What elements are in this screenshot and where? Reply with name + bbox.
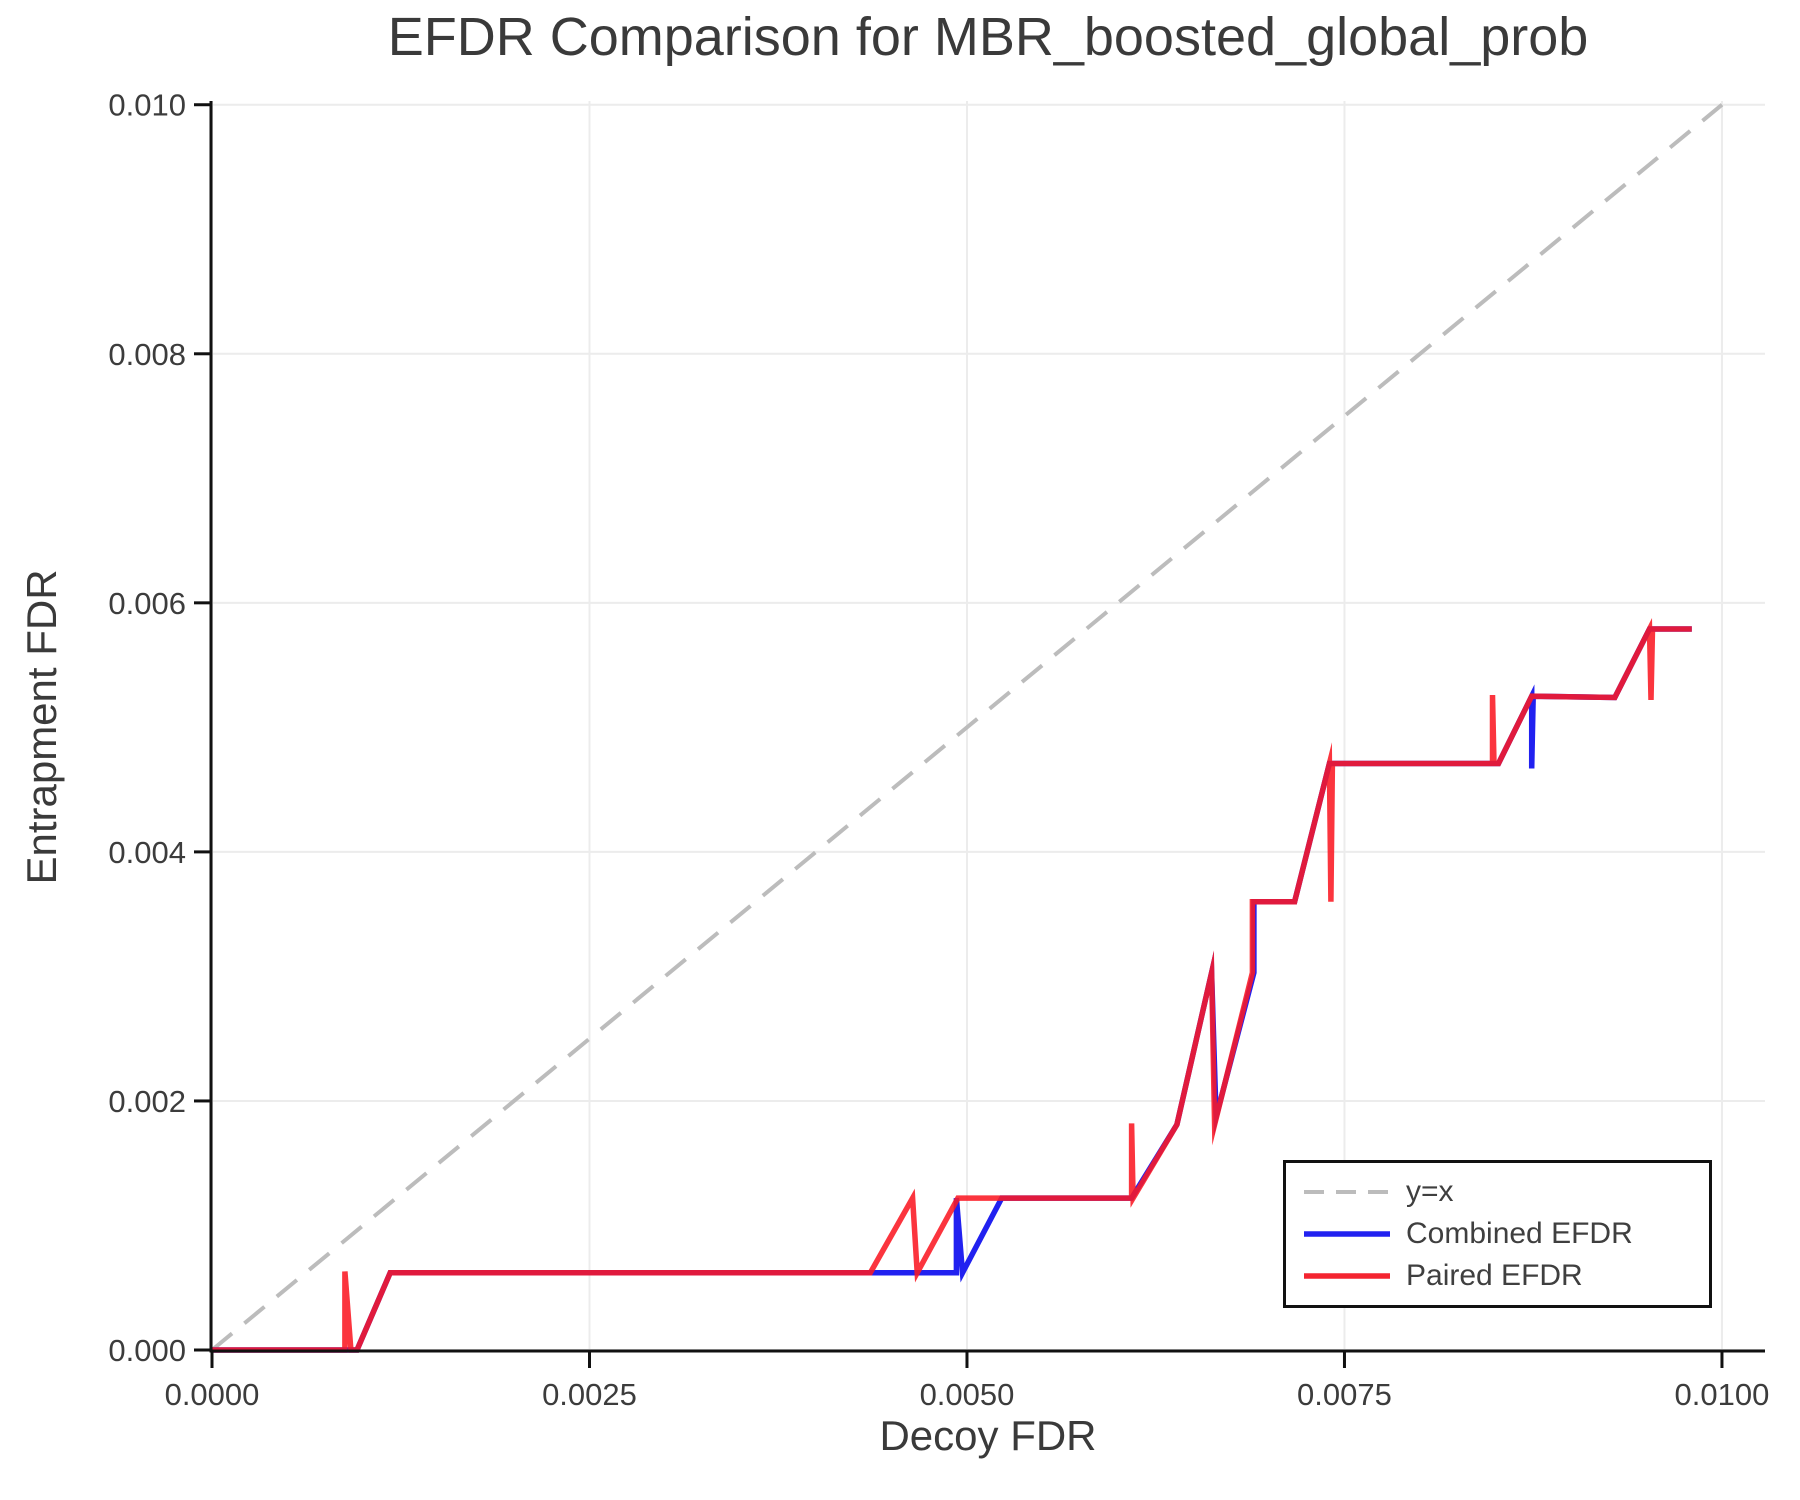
x-tick-label: 0.0000	[165, 1377, 260, 1412]
x-tick-label: 0.0050	[920, 1377, 1015, 1412]
legend-label: Paired EFDR	[1406, 1259, 1583, 1292]
y-axis-label: Entrapment FDR	[18, 569, 65, 885]
legend-item-paired-efdr: Paired EFDR	[1304, 1255, 1709, 1297]
legend-swatch-dashed	[1304, 1190, 1390, 1194]
y-tick-label: 0.010	[108, 88, 186, 123]
x-tick-label: 0.0075	[1297, 1377, 1392, 1412]
legend-label: y=x	[1406, 1175, 1454, 1208]
x-tick-label: 0.0025	[542, 1377, 637, 1412]
y-tick-label: 0.000	[108, 1333, 186, 1368]
y-tick-label: 0.008	[108, 337, 186, 372]
x-tick-label: 0.0100	[1675, 1377, 1770, 1412]
chart-title: EFDR Comparison for MBR_boosted_global_p…	[387, 7, 1589, 67]
legend: y=x Combined EFDR Paired EFDR	[1283, 1160, 1712, 1308]
legend-item-combined-efdr: Combined EFDR	[1304, 1213, 1709, 1255]
x-axis-label: Decoy FDR	[879, 1412, 1097, 1459]
y-tick-label: 0.002	[108, 1084, 186, 1119]
y-tick-label: 0.004	[108, 835, 186, 870]
series-line-paired-efdr	[212, 617, 1692, 1353]
legend-item-y-x: y=x	[1304, 1171, 1709, 1213]
legend-label: Combined EFDR	[1406, 1217, 1633, 1250]
legend-swatch-solid	[1304, 1231, 1390, 1237]
series-line-y-x	[210, 103, 1724, 1352]
y-tick-label: 0.006	[108, 586, 186, 621]
legend-swatch-solid	[1304, 1273, 1390, 1279]
